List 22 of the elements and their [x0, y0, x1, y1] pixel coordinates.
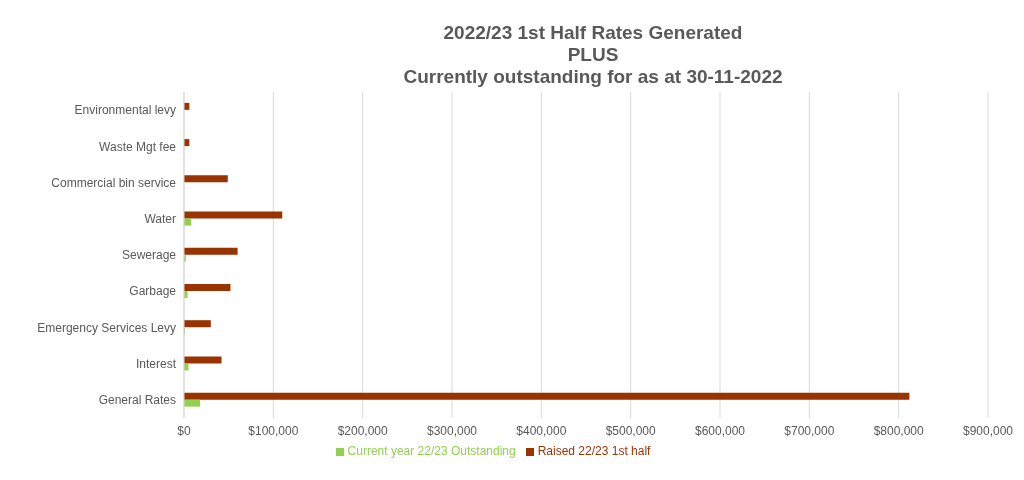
x-tick-label: $400,000	[516, 423, 567, 438]
y-tick-label: Waste Mgt fee	[99, 139, 177, 154]
x-tick-label: $100,000	[248, 423, 299, 438]
y-tick-label: Interest	[135, 356, 177, 371]
x-tick-label: $200,000	[337, 423, 389, 438]
x-tick-label: $600,000	[694, 423, 746, 438]
chart-title: 2022/23 1st Half Rates Generated PLUS Currently outstanding for as at 30-11-2022	[402, 22, 784, 88]
x-tick-label: $500,000	[605, 423, 657, 438]
y-tick-label: Commercial bin service	[51, 175, 177, 190]
y-tick-label: Environmental levy	[74, 103, 176, 118]
y-tick-label: Garbage	[129, 284, 177, 299]
x-tick-label: $300,000	[426, 423, 478, 438]
x-tick-label: $800,000	[873, 423, 925, 438]
y-tick-label: General Rates	[98, 393, 176, 408]
x-tick-label: $0	[177, 423, 191, 438]
y-tick-label: Water	[144, 212, 176, 227]
legend-label: Current year 22/23 Outstanding	[347, 444, 516, 458]
y-tick-label: Emergency Services Levy	[37, 320, 176, 335]
x-tick-label: $700,000	[784, 423, 835, 438]
legend-label: Raised 22/23 1st half	[537, 444, 651, 458]
y-tick-label: Sewerage	[121, 248, 177, 263]
x-tick-label: $900,000	[962, 423, 1014, 438]
